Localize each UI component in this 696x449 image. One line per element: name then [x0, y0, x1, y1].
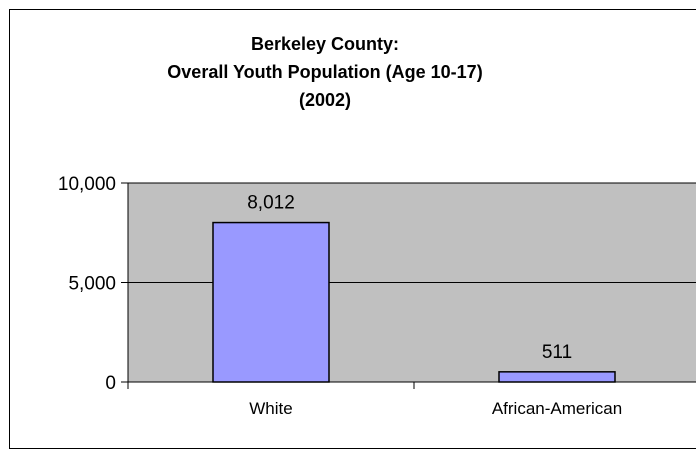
chart-title-line-1: Berkeley County:	[250, 34, 400, 54]
bar-chart: 0 5,000 10,000 8,012 White 511 African-America…	[58, 174, 696, 418]
chart-title-line-2: Overall Youth Population (Age 10-17)	[167, 62, 483, 82]
chart-title: Berkeley County: Overall Youth Populatio…	[10, 30, 640, 114]
data-label: 511	[542, 342, 572, 363]
bar-white	[212, 221, 330, 383]
y-tick-label: 10,000	[58, 174, 116, 195]
bar-african-american	[498, 371, 616, 383]
y-tick-label: 5,000	[68, 274, 116, 295]
x-category-label: White	[249, 399, 292, 418]
x-category-label: African-American	[492, 399, 622, 418]
y-tick-label: 0	[105, 373, 116, 394]
chart-title-line-3: (2002)	[298, 90, 352, 110]
data-label: 8,012	[247, 193, 295, 214]
